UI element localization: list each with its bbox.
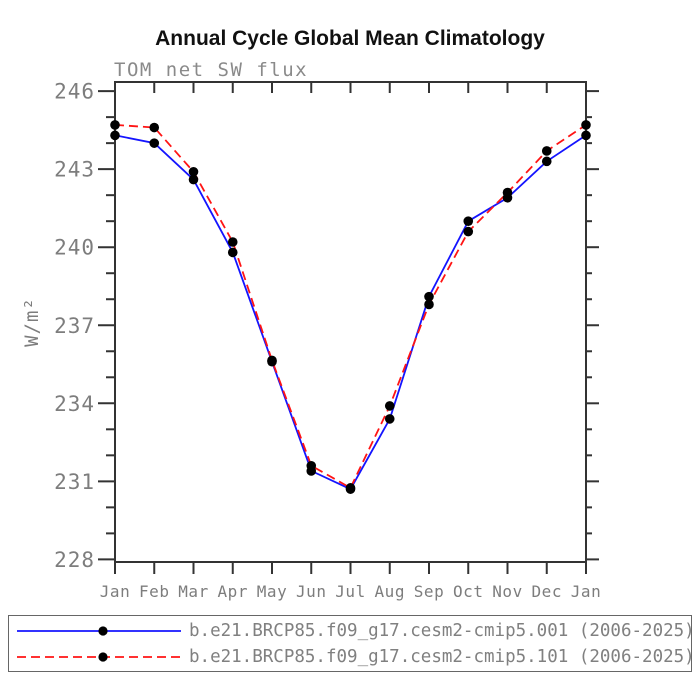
legend-label-series-2: b.e21.BRCP85.f09_g17.cesm2-cmip5.101 (20…	[189, 646, 695, 667]
data-point	[306, 460, 317, 471]
data-point	[541, 156, 552, 167]
data-point	[345, 483, 356, 493]
x-tick-label: Apr	[218, 582, 248, 601]
x-tick-label: Jul	[335, 582, 365, 601]
data-point	[149, 138, 160, 148]
data-point	[227, 247, 238, 258]
data-point	[110, 120, 120, 130]
data-point	[227, 237, 238, 247]
y-tick-label: 228	[54, 548, 95, 572]
x-tick-label: Dec	[532, 582, 562, 601]
data-point	[188, 174, 199, 185]
y-tick-label: 246	[54, 80, 95, 104]
y-tick-label: 234	[54, 392, 95, 416]
data-point	[463, 216, 474, 226]
data-point	[267, 355, 277, 366]
series-lines	[114, 124, 587, 491]
legend-label-series-1: b.e21.BRCP85.f09_g17.cesm2-cmip5.001 (20…	[189, 620, 695, 641]
y-tick-label: 243	[54, 158, 95, 182]
x-tick-label: Sep	[414, 582, 444, 601]
x-tick-label: Oct	[453, 582, 483, 601]
x-tick-label: Nov	[492, 582, 522, 601]
data-point	[384, 414, 395, 424]
legend-line-sample-solid-icon	[17, 625, 181, 636]
plot-subtitle: TOM net SW flux	[114, 59, 308, 81]
data-point	[188, 166, 199, 177]
data-point	[384, 401, 395, 411]
series-line-2	[114, 124, 587, 490]
data-point	[110, 130, 120, 141]
y-tick-label: 240	[54, 236, 95, 260]
x-tick-label: Mar	[178, 582, 208, 601]
legend-sample-marker	[98, 625, 108, 636]
data-point	[424, 299, 434, 310]
data-point	[424, 291, 434, 302]
legend-sample-marker	[98, 651, 108, 662]
data-point	[463, 226, 474, 237]
legend-box: b.e21.BRCP85.f09_g17.cesm2-cmip5.001 (20…	[8, 615, 695, 672]
x-tick-label: Aug	[375, 582, 405, 601]
axes: Jan Feb Mar Apr May Jun Jul Aug Sep Oct Nov Dec Jan 2…	[54, 80, 601, 601]
x-tick-label: Jan	[100, 582, 130, 601]
y-tick-label: 237	[54, 314, 95, 338]
y-axis-label: W/m²	[21, 297, 43, 347]
series-line-1	[114, 134, 587, 491]
data-point	[149, 122, 160, 133]
x-tick-label: Jun	[296, 582, 326, 601]
data-points	[110, 120, 591, 494]
y-tick-label: 231	[54, 470, 95, 494]
data-point	[502, 187, 513, 198]
data-point	[581, 130, 591, 141]
x-tick-label: Feb	[139, 582, 169, 601]
x-tick-label: May	[257, 582, 287, 601]
data-point	[581, 120, 591, 130]
legend-item-solid: b.e21.BRCP85.f09_g17.cesm2-cmip5.001 (20…	[13, 618, 695, 643]
plot-area: TOM net SW flux W/m² Jan Feb Mar Apr May Jun J…	[21, 59, 601, 601]
legend-item-dashed: b.e21.BRCP85.f09_g17.cesm2-cmip5.101 (20…	[13, 644, 695, 669]
x-tick-label: Jan	[571, 582, 601, 601]
data-point	[541, 146, 552, 156]
legend-line-sample-dashed-icon	[17, 651, 181, 662]
chart-title: Annual Cycle Global Mean Climatology	[155, 27, 545, 50]
